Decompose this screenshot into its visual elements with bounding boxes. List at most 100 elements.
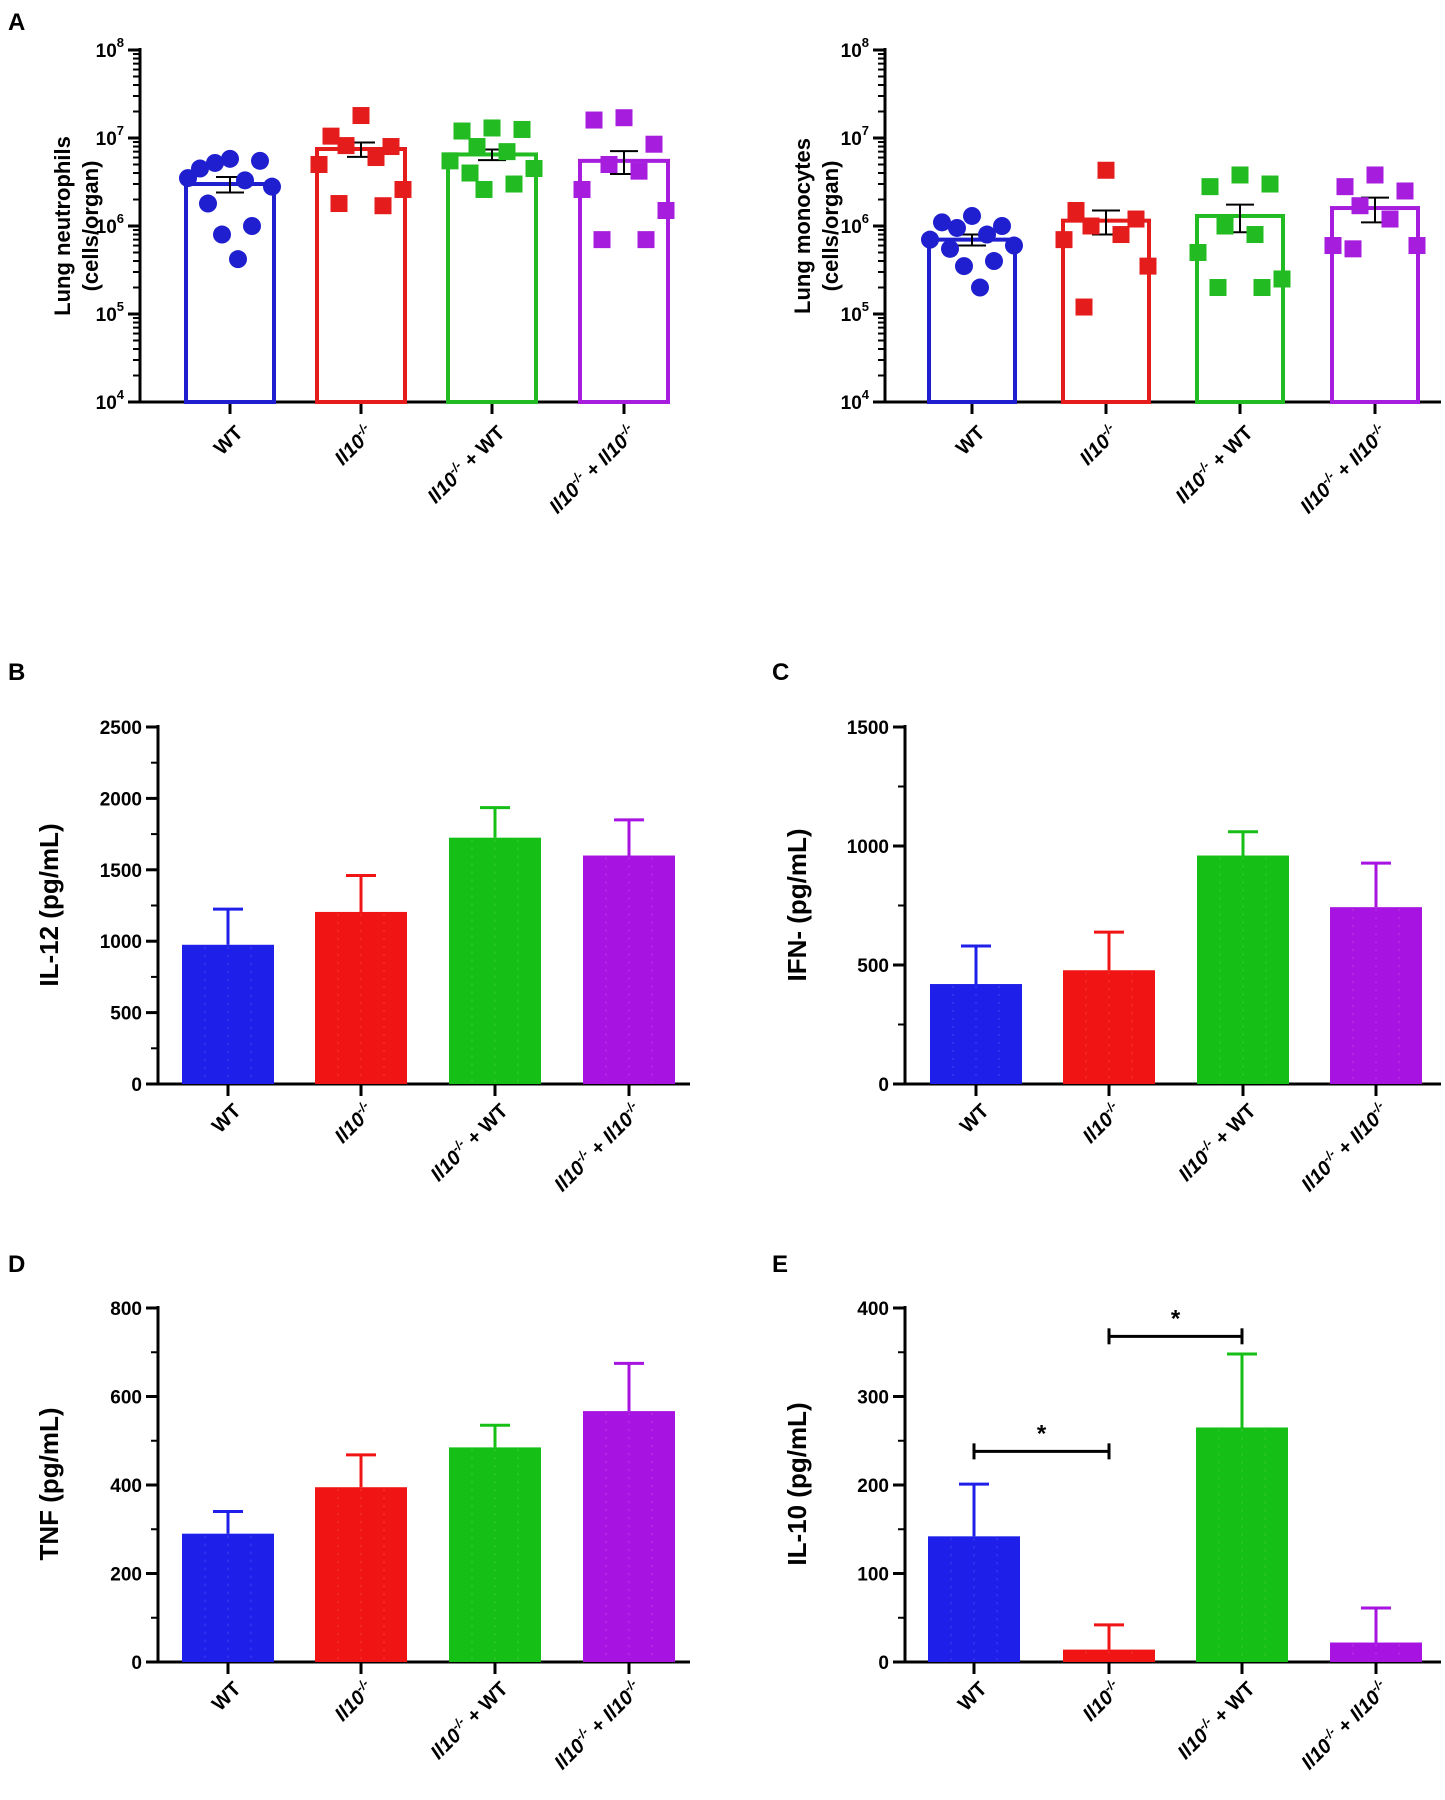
- chart-e: E 0 100 200 300 400 IL-10 (pg/mL) WT Il10-/- Il10…: [772, 1251, 1441, 1774]
- y-tick-label: 104: [841, 387, 870, 414]
- data-point: [483, 119, 501, 137]
- data-point: [221, 149, 239, 168]
- x-tick-label-2: Il10-/- + WT: [421, 420, 509, 508]
- data-point: [243, 217, 261, 235]
- data-point: [505, 175, 523, 193]
- x-tick-label-3: Il10-/- + Il10-/-: [543, 420, 641, 518]
- y-tick-label: 107: [96, 123, 124, 150]
- tick-exponent: 5: [117, 299, 124, 314]
- tick-base: 10: [96, 305, 117, 326]
- label-part: + WT: [1206, 1678, 1260, 1732]
- data-point: [1075, 298, 1093, 316]
- panel-label-c: C: [772, 659, 789, 686]
- data-point: [1344, 240, 1362, 258]
- data-point: [1055, 231, 1073, 249]
- tick-base: 10: [841, 41, 862, 62]
- bar-1: [315, 911, 407, 1084]
- data-point: [600, 155, 618, 173]
- bar-1: [315, 1487, 407, 1662]
- data-point: [394, 180, 412, 198]
- data-point: [1381, 210, 1399, 228]
- x-tick-label-0: WT: [210, 422, 248, 460]
- data-point: [179, 169, 197, 188]
- data-point: [1396, 182, 1414, 200]
- data-point: [199, 194, 217, 213]
- y-tick-label: 400: [110, 1476, 142, 1497]
- data-point: [310, 155, 328, 173]
- tick-base: 10: [841, 305, 862, 326]
- panel-label-d: D: [8, 1251, 25, 1278]
- data-point: [1209, 279, 1227, 297]
- chart-b: B 0 500 1000 1500 2000 2500 IL-12 (pg/mL) WT Il10…: [8, 659, 690, 1196]
- bar-1: [1063, 1649, 1155, 1662]
- x-tick-label-1: Il10-/-: [1074, 420, 1124, 470]
- tick-base: 10: [96, 393, 117, 414]
- y-tick-label: 1500: [847, 718, 889, 739]
- y-axis-title-line: Lung monocytes: [790, 138, 815, 314]
- data-point: [1408, 237, 1426, 255]
- y-axis-title: Lung neutrophils (cells/organ): [50, 136, 103, 316]
- y-tick-label: 2500: [100, 718, 142, 739]
- tick-exponent: 8: [862, 35, 869, 50]
- tick-base: 10: [96, 217, 117, 238]
- data-point: [461, 164, 479, 182]
- panel-label-a: A: [8, 9, 25, 36]
- x-tick-label-1: Il10-/-: [1077, 1676, 1127, 1726]
- x-tick-label-3: Il10-/- + Il10-/-: [548, 1098, 646, 1196]
- data-point: [1366, 166, 1384, 184]
- significance-star: *: [1037, 1420, 1047, 1447]
- data-point: [1261, 175, 1279, 193]
- y-axis-title-line: (cells/organ): [78, 161, 103, 292]
- data-point: [1231, 166, 1249, 184]
- data-point: [1201, 178, 1219, 196]
- data-point: [206, 153, 224, 172]
- x-tick-label-2: Il10-/- + WT: [424, 1676, 512, 1764]
- label-part: + WT: [456, 422, 510, 476]
- data-point: [382, 138, 400, 156]
- tick-base: 10: [841, 129, 862, 150]
- y-tick-label: 200: [110, 1565, 142, 1586]
- y-tick-label: 0: [131, 1075, 142, 1096]
- label-part: + WT: [459, 1100, 513, 1154]
- data-point: [374, 197, 392, 215]
- tick-exponent: 4: [862, 387, 870, 402]
- data-point: [978, 225, 996, 244]
- data-point: [921, 230, 939, 249]
- panel-label-b: B: [8, 659, 25, 686]
- y-axis-title: IL-10 (pg/mL): [782, 1402, 812, 1565]
- y-tick-label: 500: [110, 1004, 142, 1025]
- data-point: [1189, 243, 1207, 261]
- bar-0: [930, 984, 1022, 1084]
- x-tick-label-3: Il10-/- + Il10-/-: [1295, 1676, 1393, 1774]
- x-tick-label-1: Il10-/-: [1077, 1098, 1127, 1148]
- data-point: [615, 109, 633, 127]
- tick-base: 10: [96, 41, 117, 62]
- data-point: [468, 138, 486, 156]
- data-point: [229, 250, 247, 269]
- bar-outline-3: [1330, 206, 1420, 404]
- tick-base: 10: [96, 129, 117, 150]
- data-point: [1253, 279, 1271, 297]
- y-tick-label: 1000: [100, 932, 142, 953]
- y-axis-title-line: Lung neutrophils: [50, 136, 75, 316]
- y-tick-label: 0: [878, 1653, 889, 1674]
- bar-1: [1063, 970, 1155, 1084]
- x-tick-label-2: Il10-/- + WT: [1172, 1098, 1260, 1186]
- y-tick-label: 300: [857, 1388, 889, 1409]
- data-point: [513, 120, 531, 138]
- data-point: [933, 213, 951, 232]
- x-tick-label-0: WT: [956, 1100, 994, 1138]
- data-point: [948, 218, 966, 237]
- x-tick-label-3: Il10-/- + Il10-/-: [1294, 420, 1392, 518]
- x-tick-label-3: Il10-/- + Il10-/-: [1295, 1098, 1393, 1196]
- data-point: [1273, 270, 1291, 288]
- data-point: [1324, 237, 1342, 255]
- data-point: [322, 127, 340, 145]
- data-point: [441, 152, 459, 170]
- x-tick-label-1: Il10-/-: [329, 1098, 379, 1148]
- data-point: [585, 111, 603, 129]
- label-part: + WT: [1204, 422, 1258, 476]
- tick-exponent: 7: [862, 123, 869, 138]
